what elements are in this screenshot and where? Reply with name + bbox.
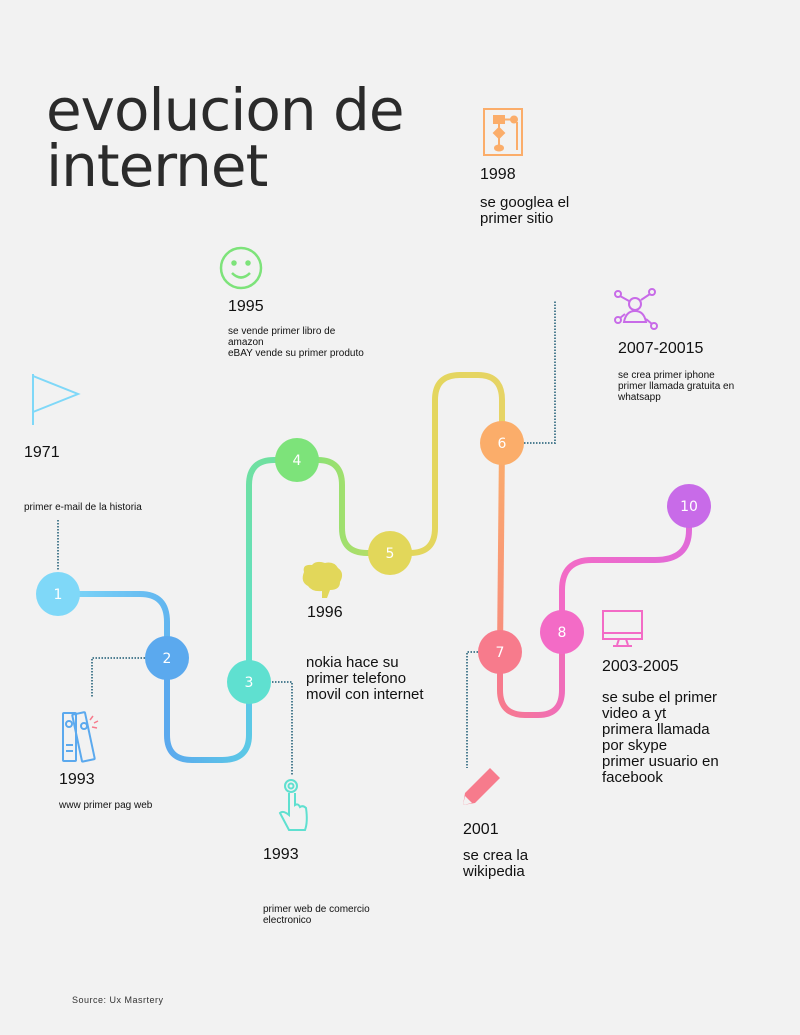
touch-hand-icon — [278, 779, 308, 831]
event-2007-year: 2007-20015 — [618, 340, 704, 357]
node-5-label: 5 — [386, 546, 395, 562]
node-8-label: 8 — [558, 625, 567, 641]
event-1971-desc: primer e-mail de la historia — [24, 502, 142, 513]
node-7-label: 7 — [496, 645, 505, 661]
path-8-10 — [559, 503, 692, 635]
event-1993a-desc: www primer pag web — [59, 800, 153, 811]
event-1998-year: 1998 — [480, 166, 516, 183]
flag-icon — [32, 374, 81, 425]
event-2003-year: 2003-2005 — [602, 658, 679, 675]
node-6: 6 — [480, 421, 524, 465]
network-user-icon — [614, 288, 658, 330]
binders-icon — [62, 711, 99, 763]
event-1993b-year: 1993 — [263, 846, 299, 863]
node-4: 4 — [275, 438, 319, 482]
node-10-label: 10 — [680, 499, 698, 515]
node-8: 8 — [540, 610, 584, 654]
path-7-8 — [497, 629, 565, 718]
event-1998-desc: se googlea el primer sitio — [480, 194, 570, 227]
event-1995-year: 1995 — [228, 298, 264, 315]
connectors — [57, 300, 556, 775]
path-4-5 — [294, 457, 393, 556]
node-10: 10 — [667, 484, 711, 528]
event-1996-desc: nokia hace su primer telefono movil con … — [306, 654, 424, 703]
event-1996-year: 1996 — [307, 604, 343, 621]
node-3-label: 3 — [245, 675, 254, 691]
connector-7 — [466, 651, 478, 768]
event-1971-year: 1971 — [24, 444, 60, 461]
event-2003-desc: se sube el primer video a yt primera lla… — [602, 689, 719, 786]
title-line-2: internet — [46, 132, 268, 200]
event-1993a-year: 1993 — [59, 771, 95, 788]
node-4-label: 4 — [293, 453, 302, 469]
node-7: 7 — [478, 630, 522, 674]
pencil-icon — [463, 768, 500, 805]
node-2: 2 — [145, 636, 189, 680]
source-credit: Source: Ux Masrtery — [72, 995, 164, 1005]
node-2-label: 2 — [163, 651, 172, 667]
connector-2 — [91, 657, 145, 698]
connector-6 — [524, 300, 556, 444]
event-1993b-desc: primer web de comercio electronico — [263, 904, 370, 926]
path-3-4 — [246, 457, 300, 685]
path-1-2 — [55, 591, 170, 661]
event-2001-year: 2001 — [463, 821, 499, 838]
title-line-1: evolucion de — [46, 76, 405, 144]
brain-icon — [302, 561, 343, 598]
smiley-icon — [219, 246, 263, 290]
path-6-7 — [497, 440, 505, 655]
path-2-3 — [164, 655, 252, 763]
timeline-nodes: 1 2 3 4 5 6 7 8 10 — [36, 421, 711, 704]
node-5: 5 — [368, 531, 412, 575]
path-5-6 — [387, 372, 505, 556]
node-1: 1 — [36, 572, 80, 616]
node-6-label: 6 — [498, 436, 507, 452]
monitor-icon — [602, 610, 643, 647]
connector-3 — [272, 681, 293, 775]
event-2001-desc: se crea la wikipedia — [463, 847, 529, 880]
page-title: evolucion de internet — [46, 76, 405, 200]
event-1995-desc: se vende primer libro de amazon eBAY ven… — [228, 326, 364, 359]
flowchart-icon — [483, 108, 523, 156]
node-1-label: 1 — [54, 587, 63, 603]
event-2007-desc: se crea primer iphone primer llamada gra… — [618, 370, 735, 403]
node-3: 3 — [227, 660, 271, 704]
timeline-path — [55, 372, 692, 763]
